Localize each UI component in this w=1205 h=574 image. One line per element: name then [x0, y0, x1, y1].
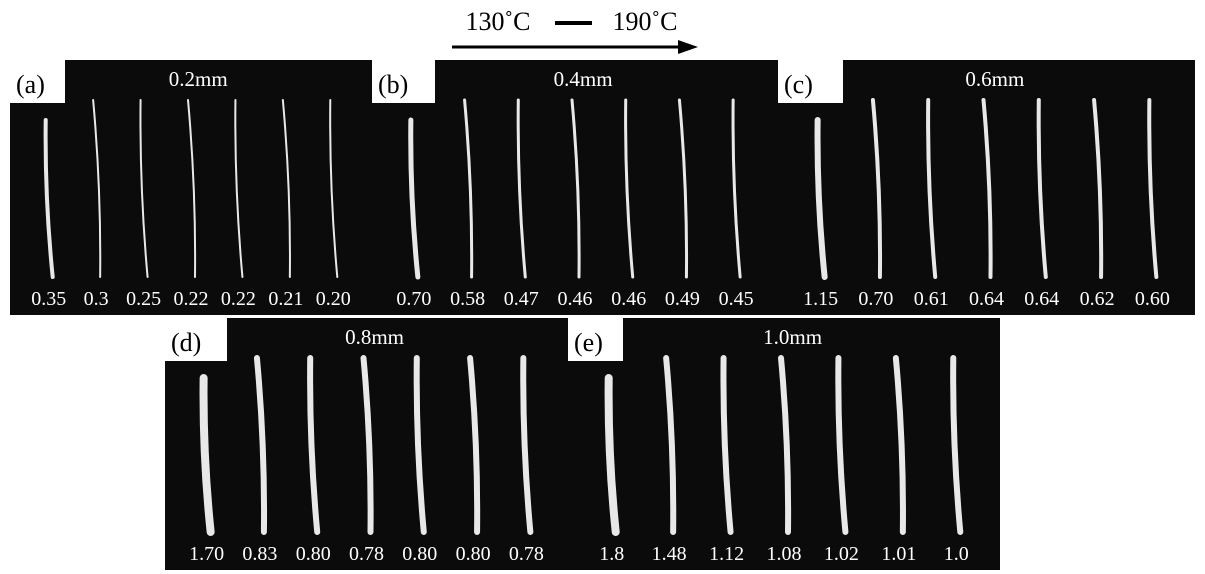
filament [92, 99, 102, 278]
diameter-value: 0.25 [126, 288, 161, 310]
diameter-value: 0.80 [456, 543, 491, 565]
filament [981, 98, 993, 279]
photo [10, 60, 372, 315]
diameter-value: 0.61 [914, 288, 949, 310]
diameter-value: 0.3 [84, 288, 109, 310]
diameter-value: 0.58 [450, 288, 485, 310]
photo [372, 60, 778, 315]
diameter-value: 0.21 [268, 288, 303, 310]
filament [950, 355, 964, 535]
diameter-value: 1.8 [599, 543, 624, 565]
diameter-value: 0.64 [1024, 288, 1059, 310]
panel-label: (d) [171, 328, 201, 357]
filament [720, 355, 734, 535]
filament [1092, 98, 1104, 279]
panel-label: (a) [16, 70, 45, 99]
size-label: 0.4mm [554, 67, 613, 91]
diameter-value: 0.35 [31, 288, 66, 310]
panel-label: (c) [784, 70, 813, 99]
photo [778, 60, 1195, 315]
arrow-head [678, 40, 698, 54]
filament [731, 98, 742, 279]
filament [516, 98, 527, 279]
diameter-value: 0.49 [665, 288, 700, 310]
diameter-value: 0.70 [858, 288, 893, 310]
filament [329, 99, 339, 278]
diameter-value: 0.78 [349, 543, 384, 565]
end-temperature: 190˚C [613, 7, 678, 36]
diameter-value: 1.15 [803, 288, 838, 310]
diameter-value: 1.0 [944, 543, 969, 565]
size-label: 0.8mm [345, 325, 404, 349]
diameter-value: 1.01 [881, 543, 916, 565]
filament [281, 99, 291, 278]
filament [307, 355, 321, 535]
label-box [568, 318, 623, 361]
panel-label: (b) [378, 70, 408, 99]
filament [926, 98, 938, 279]
label-box [165, 318, 227, 361]
start-temperature: 130˚C [466, 7, 531, 36]
diameter-value: 0.22 [221, 288, 256, 310]
diameter-value: 1.02 [824, 543, 859, 565]
diameter-value: 0.46 [558, 288, 593, 310]
diameter-value: 1.08 [767, 543, 802, 565]
filament [663, 355, 677, 535]
filament [234, 99, 244, 278]
diameter-value: 0.83 [242, 543, 277, 565]
diameter-value: 0.46 [611, 288, 646, 310]
diameter-value: 0.45 [719, 288, 754, 310]
filament [778, 355, 792, 535]
filament [892, 355, 906, 535]
panel-label: (e) [574, 328, 603, 357]
label-box [372, 60, 435, 103]
filament [253, 355, 268, 535]
diameter-value: 1.12 [709, 543, 744, 565]
label-box [778, 60, 843, 103]
diameter-value: 0.62 [1080, 288, 1115, 310]
diameter-value: 1.70 [189, 543, 224, 565]
filament [413, 355, 427, 535]
size-label: 0.2mm [169, 67, 228, 91]
diameter-value: 0.78 [509, 543, 544, 565]
diameter-value: 1.48 [652, 543, 687, 565]
filament [624, 98, 635, 279]
filament [139, 99, 149, 278]
filament [1036, 98, 1048, 279]
diameter-value: 0.47 [504, 288, 539, 310]
filament [360, 355, 374, 535]
filament [604, 374, 620, 536]
filament [187, 99, 197, 278]
filament [677, 98, 689, 279]
filament [570, 98, 581, 279]
diameter-value: 0.64 [969, 288, 1004, 310]
filament [1147, 98, 1159, 279]
filament [870, 98, 883, 279]
filament [408, 117, 421, 280]
size-label: 0.6mm [965, 67, 1024, 91]
filament [814, 117, 828, 280]
diameter-value: 0.22 [174, 288, 209, 310]
filament [199, 374, 215, 536]
filament [467, 355, 481, 535]
label-box [10, 60, 65, 103]
filament [520, 355, 534, 535]
diameter-value: 0.70 [396, 288, 431, 310]
filament [43, 118, 55, 279]
diameter-value: 0.60 [1135, 288, 1170, 310]
diameter-value: 0.80 [296, 543, 331, 565]
filament [463, 98, 474, 279]
size-label: 1.0mm [763, 325, 822, 349]
diameter-value: 0.20 [316, 288, 351, 310]
diameter-value: 0.80 [402, 543, 437, 565]
filament [835, 355, 849, 535]
